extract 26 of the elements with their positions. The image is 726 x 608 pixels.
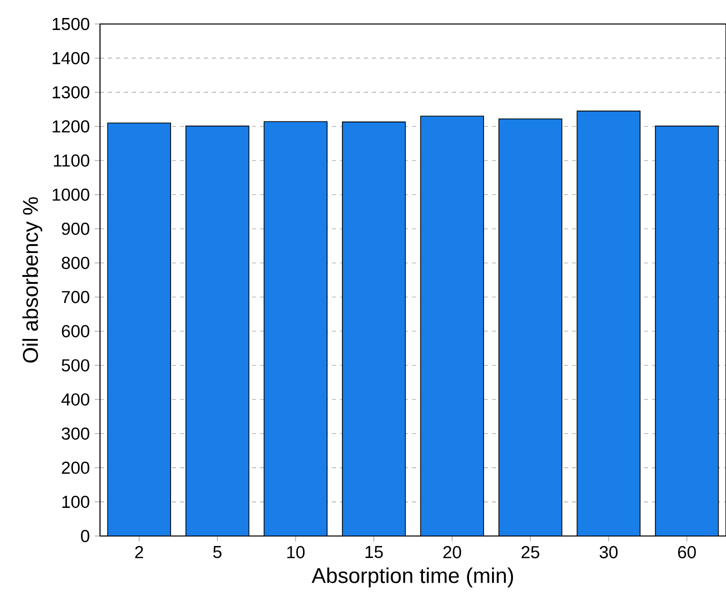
- y-axis-title: Oil absorbency %: [22, 197, 42, 363]
- y-tick-label: 1200: [52, 120, 90, 133]
- y-tick-label: 100: [62, 496, 90, 508]
- y-tick-label: 400: [61, 393, 90, 406]
- y-tick-label: 600: [62, 325, 90, 338]
- y-tick-label: 500: [62, 359, 90, 372]
- y-tick-label: 1500: [52, 18, 90, 30]
- y-tick-label: 200: [62, 462, 90, 474]
- x-tick-label: 60: [678, 546, 696, 558]
- y-tick-label: 1400: [52, 52, 90, 64]
- x-tick-label: 10: [287, 546, 305, 558]
- y-tick-label: 0: [80, 530, 90, 542]
- y-tick-label: 1100: [54, 154, 90, 167]
- x-tick-label: 2: [135, 546, 144, 558]
- x-tick-label: 30: [600, 546, 618, 558]
- y-tick-label: 1000: [52, 188, 90, 201]
- y-tick-label: 700: [62, 290, 90, 304]
- x-axis-title: Absorption time (min): [312, 567, 513, 588]
- y-tick-label: 1300: [52, 86, 90, 98]
- y-tick-label: 300: [62, 427, 90, 440]
- y-tick-label: 800: [62, 256, 90, 270]
- x-tick-label: 5: [213, 546, 222, 558]
- x-tick-label: 15: [366, 546, 383, 558]
- y-tick-label: 900: [62, 222, 90, 235]
- x-tick-label: 20: [443, 546, 462, 558]
- x-tick-label: 25: [522, 546, 540, 558]
